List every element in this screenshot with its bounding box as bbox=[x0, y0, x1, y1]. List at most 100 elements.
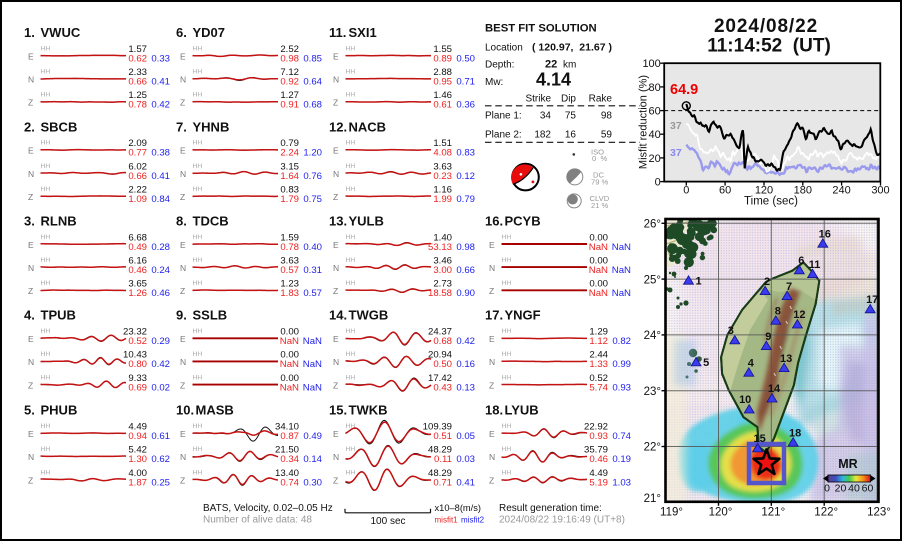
svg-text:12.: 12. bbox=[329, 119, 347, 134]
svg-text:18.58: 18.58 bbox=[428, 288, 452, 299]
svg-text:3.63: 3.63 bbox=[433, 161, 452, 172]
svg-text:15.: 15. bbox=[329, 403, 347, 418]
svg-text:0.79: 0.79 bbox=[280, 138, 299, 149]
svg-text:TWKB: TWKB bbox=[349, 403, 388, 418]
svg-text:E: E bbox=[489, 334, 495, 344]
svg-text:N: N bbox=[489, 452, 495, 462]
svg-text:6: 6 bbox=[798, 255, 804, 267]
svg-text:34.10: 34.10 bbox=[275, 422, 299, 433]
svg-text:HH: HH bbox=[346, 446, 356, 453]
svg-text:VWUC: VWUC bbox=[41, 25, 81, 40]
svg-text:N: N bbox=[333, 75, 339, 85]
svg-text:0.76: 0.76 bbox=[303, 171, 322, 182]
svg-text:0.68: 0.68 bbox=[303, 100, 322, 111]
svg-text:HH: HH bbox=[346, 234, 356, 241]
svg-text:2.33: 2.33 bbox=[128, 67, 147, 78]
svg-text:180: 180 bbox=[794, 184, 812, 196]
svg-text:Mw:: Mw: bbox=[485, 77, 503, 88]
svg-text:48.29: 48.29 bbox=[428, 445, 452, 456]
svg-text:NaN: NaN bbox=[280, 382, 299, 393]
svg-text:0.74: 0.74 bbox=[280, 477, 299, 488]
svg-text:48.29: 48.29 bbox=[428, 468, 452, 479]
svg-text:0.98: 0.98 bbox=[456, 242, 475, 253]
svg-text:13.40: 13.40 bbox=[275, 468, 299, 479]
svg-text:13: 13 bbox=[780, 353, 792, 365]
svg-text:0.61: 0.61 bbox=[433, 100, 452, 111]
svg-text:80: 80 bbox=[649, 82, 661, 94]
svg-text:N: N bbox=[489, 357, 495, 367]
svg-text:1.57: 1.57 bbox=[128, 44, 147, 55]
svg-text:123°: 123° bbox=[867, 507, 891, 519]
svg-text:HH: HH bbox=[193, 186, 203, 193]
svg-text:0.41: 0.41 bbox=[151, 171, 170, 182]
svg-text:98: 98 bbox=[601, 110, 613, 121]
svg-text:23.32: 23.32 bbox=[123, 327, 147, 338]
svg-text:0.80: 0.80 bbox=[128, 359, 147, 370]
svg-text:E: E bbox=[28, 146, 34, 156]
svg-text:0.51: 0.51 bbox=[433, 431, 452, 442]
svg-text:Z: Z bbox=[180, 98, 185, 108]
svg-text:SSLB: SSLB bbox=[193, 308, 228, 323]
svg-text:34: 34 bbox=[540, 110, 552, 121]
svg-text:2: 2 bbox=[764, 276, 770, 288]
svg-text:HH: HH bbox=[502, 423, 512, 430]
svg-text:9: 9 bbox=[765, 331, 771, 343]
svg-text:Z: Z bbox=[28, 192, 33, 202]
svg-text:3.63: 3.63 bbox=[280, 255, 299, 266]
svg-text:HH: HH bbox=[193, 234, 203, 241]
svg-text:10: 10 bbox=[739, 394, 751, 406]
svg-text:0.29: 0.29 bbox=[151, 336, 170, 347]
svg-text:4.: 4. bbox=[24, 308, 35, 323]
svg-text:8: 8 bbox=[775, 305, 781, 317]
svg-text:17: 17 bbox=[866, 294, 878, 306]
svg-text:HH: HH bbox=[502, 351, 512, 358]
svg-text:N: N bbox=[333, 169, 339, 179]
svg-text:HH: HH bbox=[193, 423, 203, 430]
svg-text:Misfit reduction (%): Misfit reduction (%) bbox=[638, 75, 650, 169]
svg-text:Z: Z bbox=[333, 380, 338, 390]
svg-text:0.40: 0.40 bbox=[303, 242, 322, 253]
svg-text:4: 4 bbox=[748, 357, 755, 369]
svg-text:HH: HH bbox=[41, 45, 51, 52]
svg-text:0.95: 0.95 bbox=[433, 77, 452, 88]
svg-text:2.24: 2.24 bbox=[280, 148, 299, 159]
svg-text:1.40: 1.40 bbox=[433, 232, 452, 243]
svg-text:120°: 120° bbox=[709, 507, 733, 519]
svg-text:2024/08/22 19:16:49 (UT+8): 2024/08/22 19:16:49 (UT+8) bbox=[499, 515, 625, 526]
svg-text:0.64: 0.64 bbox=[303, 77, 322, 88]
svg-text:0.42: 0.42 bbox=[151, 100, 170, 111]
svg-text:60: 60 bbox=[719, 184, 731, 196]
svg-text:9.33: 9.33 bbox=[128, 373, 147, 384]
svg-text:1.46: 1.46 bbox=[433, 90, 452, 101]
svg-text:HH: HH bbox=[193, 45, 203, 52]
svg-text:E: E bbox=[333, 51, 339, 61]
svg-text:HH: HH bbox=[41, 446, 51, 453]
svg-text:MR: MR bbox=[838, 457, 857, 471]
svg-text:HH: HH bbox=[41, 423, 51, 430]
svg-text:1.23: 1.23 bbox=[280, 279, 299, 290]
svg-text:0.87: 0.87 bbox=[280, 431, 299, 442]
svg-text:Z: Z bbox=[333, 192, 338, 202]
svg-text:Dip: Dip bbox=[561, 94, 576, 105]
svg-text:0.16: 0.16 bbox=[456, 359, 475, 370]
svg-text:0.14: 0.14 bbox=[303, 454, 322, 465]
svg-text:4.49: 4.49 bbox=[128, 422, 147, 433]
svg-text:300: 300 bbox=[871, 184, 889, 196]
svg-text:11:14:52 (UT): 11:14:52 (UT) bbox=[707, 36, 831, 57]
svg-text:0.66: 0.66 bbox=[456, 265, 475, 276]
svg-text:HH: HH bbox=[41, 351, 51, 358]
svg-text:HH: HH bbox=[346, 351, 356, 358]
svg-text:HH: HH bbox=[193, 446, 203, 453]
svg-text:0.50: 0.50 bbox=[433, 359, 452, 370]
svg-text:1.27: 1.27 bbox=[280, 90, 299, 101]
svg-text:Result generation time:: Result generation time: bbox=[499, 503, 602, 514]
svg-text:4.49: 4.49 bbox=[589, 468, 608, 479]
svg-text:60: 60 bbox=[862, 483, 874, 495]
svg-text:0.78: 0.78 bbox=[280, 242, 299, 253]
svg-text:0.71: 0.71 bbox=[433, 477, 452, 488]
svg-text:HH: HH bbox=[502, 257, 512, 264]
svg-text:2.88: 2.88 bbox=[433, 67, 452, 78]
svg-text:BEST FIT SOLUTION: BEST FIT SOLUTION bbox=[485, 22, 597, 34]
svg-text:59: 59 bbox=[601, 129, 613, 140]
svg-text:0.46: 0.46 bbox=[128, 265, 147, 276]
